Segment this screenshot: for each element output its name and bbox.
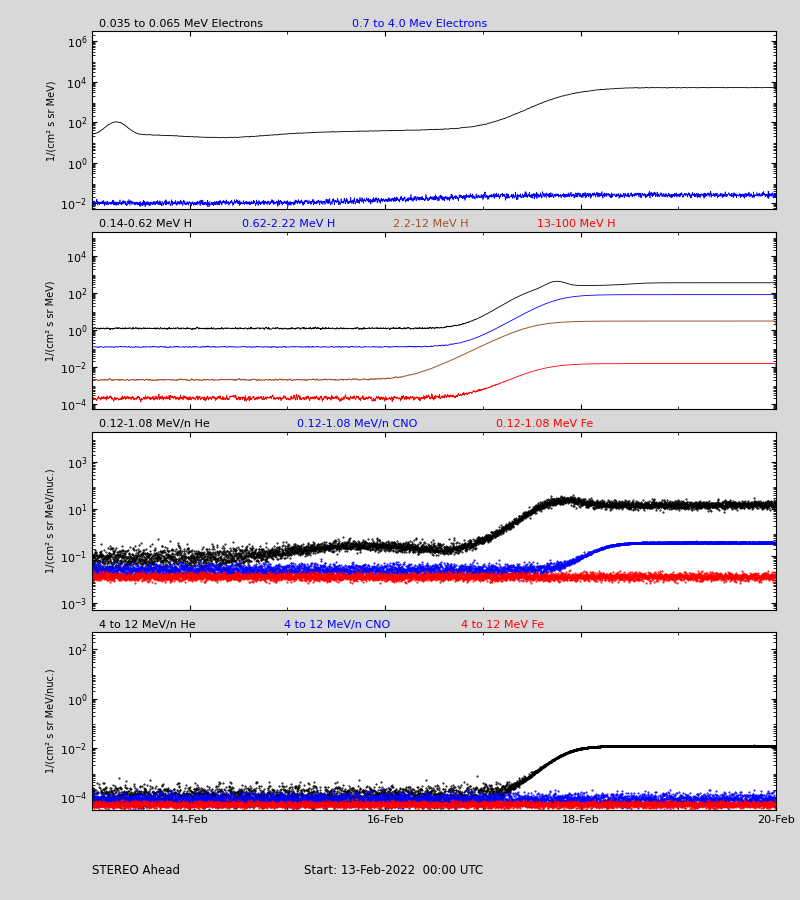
Text: 0.035 to 0.065 MeV Electrons: 0.035 to 0.065 MeV Electrons [99,19,263,29]
Y-axis label: 1/(cm² s sr MeV): 1/(cm² s sr MeV) [46,281,56,361]
Text: STEREO Ahead: STEREO Ahead [92,865,180,878]
Text: 0.12-1.08 MeV Fe: 0.12-1.08 MeV Fe [495,419,593,429]
Text: 0.12-1.08 MeV/n CNO: 0.12-1.08 MeV/n CNO [298,419,418,429]
Y-axis label: 1/(cm² s sr MeV): 1/(cm² s sr MeV) [46,80,56,160]
Text: 4 to 12 MeV/n He: 4 to 12 MeV/n He [99,619,195,630]
Text: 13-100 MeV H: 13-100 MeV H [537,219,615,230]
Text: 0.7 to 4.0 Mev Electrons: 0.7 to 4.0 Mev Electrons [352,19,487,29]
Text: 4 to 12 MeV Fe: 4 to 12 MeV Fe [462,619,545,630]
Text: 4 to 12 MeV/n CNO: 4 to 12 MeV/n CNO [283,619,390,630]
Text: 0.12-1.08 MeV/n He: 0.12-1.08 MeV/n He [99,419,210,429]
Text: 0.62-2.22 MeV H: 0.62-2.22 MeV H [242,219,336,230]
Y-axis label: 1/(cm² s sr MeV/nuc.): 1/(cm² s sr MeV/nuc.) [46,469,56,573]
Text: 0.14-0.62 MeV H: 0.14-0.62 MeV H [99,219,192,230]
Y-axis label: 1/(cm² s sr MeV/nuc.): 1/(cm² s sr MeV/nuc.) [46,669,56,773]
Text: Start: 13-Feb-2022  00:00 UTC: Start: 13-Feb-2022 00:00 UTC [304,865,483,878]
Text: 2.2-12 MeV H: 2.2-12 MeV H [393,219,469,230]
